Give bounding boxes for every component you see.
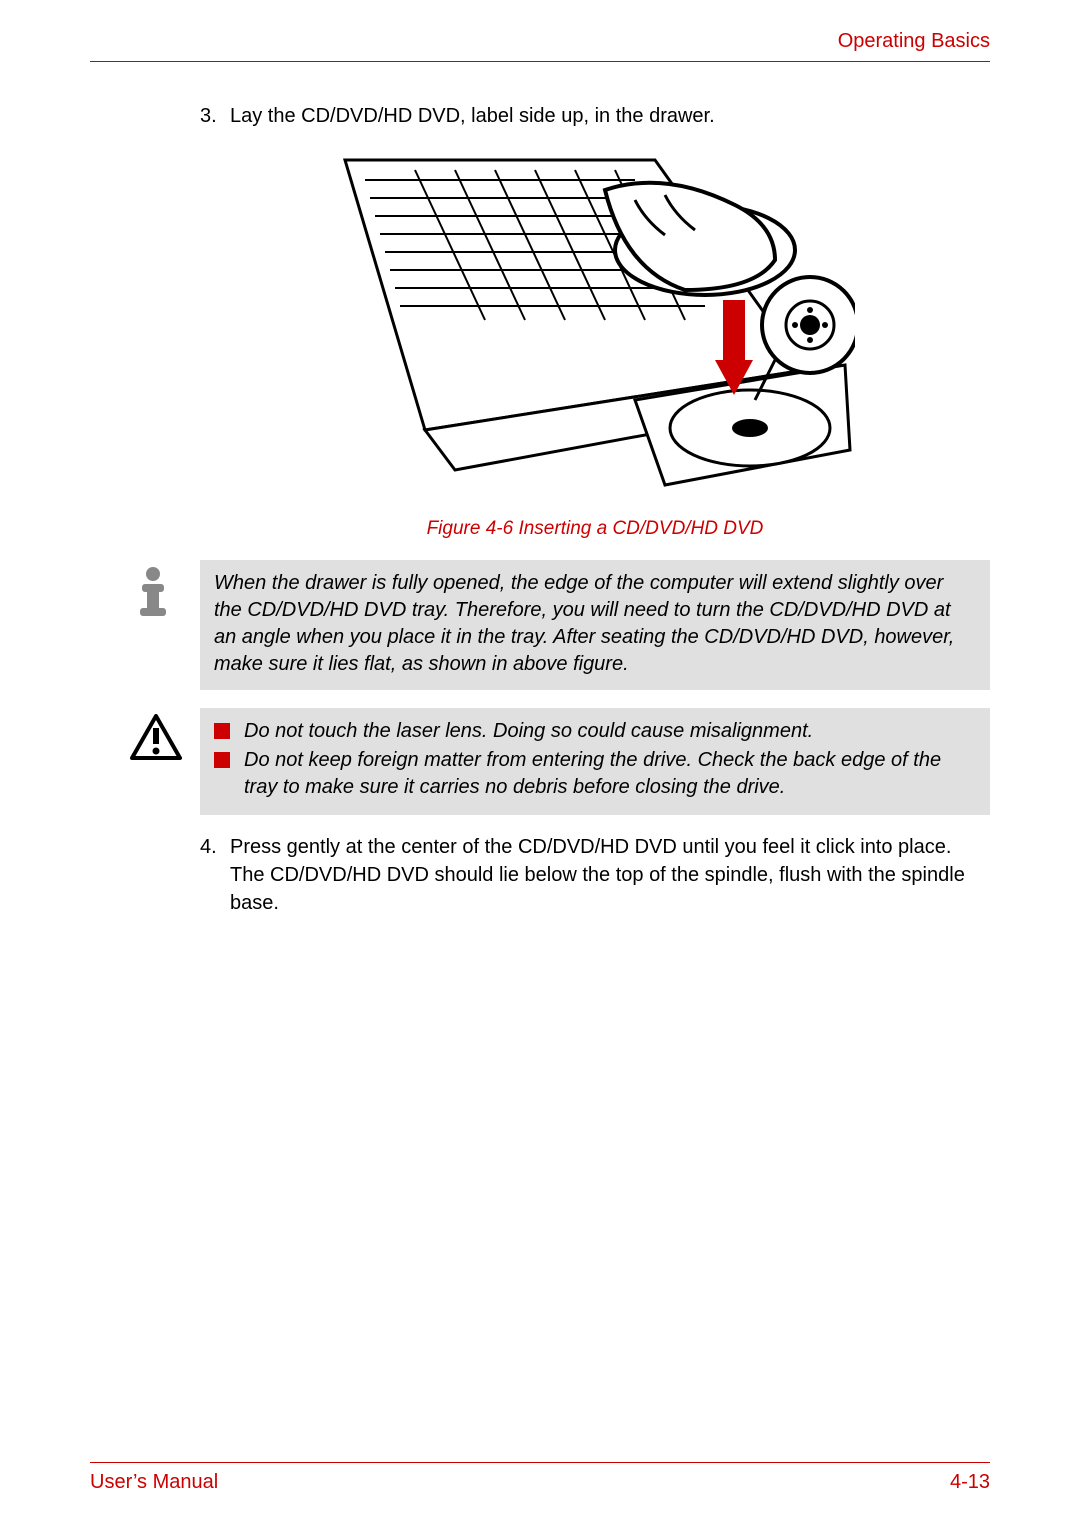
step-3: 3. Lay the CD/DVD/HD DVD, label side up,…: [200, 102, 990, 130]
page-header: Operating Basics: [90, 30, 990, 62]
warning-callout-body: Do not touch the laser lens. Doing so co…: [200, 708, 990, 815]
info-callout: When the drawer is fully opened, the edg…: [90, 560, 990, 690]
laptop-disc-illustration: [335, 150, 855, 500]
figure-illustration: [335, 150, 855, 500]
figure-caption: Figure 4-6 Inserting a CD/DVD/HD DVD: [200, 518, 990, 540]
bullet-square-icon: [214, 752, 230, 768]
figure-container: Figure 4-6 Inserting a CD/DVD/HD DVD: [200, 150, 990, 540]
content-area: 3. Lay the CD/DVD/HD DVD, label side up,…: [90, 102, 990, 917]
step-text: Lay the CD/DVD/HD DVD, label side up, in…: [230, 102, 990, 130]
warning-icon: [90, 708, 200, 768]
bullet-square-icon: [214, 723, 230, 739]
info-callout-body: When the drawer is fully opened, the edg…: [200, 560, 990, 690]
footer-right: 4-13: [950, 1471, 990, 1494]
warning-callout: Do not touch the laser lens. Doing so co…: [90, 708, 990, 815]
step-number: 4.: [200, 833, 230, 917]
footer-left: User’s Manual: [90, 1471, 218, 1494]
step-text: Press gently at the center of the CD/DVD…: [230, 833, 990, 917]
step-4: 4. Press gently at the center of the CD/…: [200, 833, 990, 917]
info-text: When the drawer is fully opened, the edg…: [214, 572, 954, 675]
warning-bullet-2: Do not keep foreign matter from entering…: [214, 747, 976, 801]
document-page: Operating Basics 3. Lay the CD/DVD/HD DV…: [0, 0, 1080, 1530]
page-footer: User’s Manual 4-13: [90, 1462, 990, 1494]
info-icon: [90, 560, 200, 624]
warning-text-1: Do not touch the laser lens. Doing so co…: [244, 718, 976, 745]
warning-bullet-1: Do not touch the laser lens. Doing so co…: [214, 718, 976, 745]
step-number: 3.: [200, 102, 230, 130]
section-title: Operating Basics: [838, 30, 990, 52]
warning-text-2: Do not keep foreign matter from entering…: [244, 747, 976, 801]
